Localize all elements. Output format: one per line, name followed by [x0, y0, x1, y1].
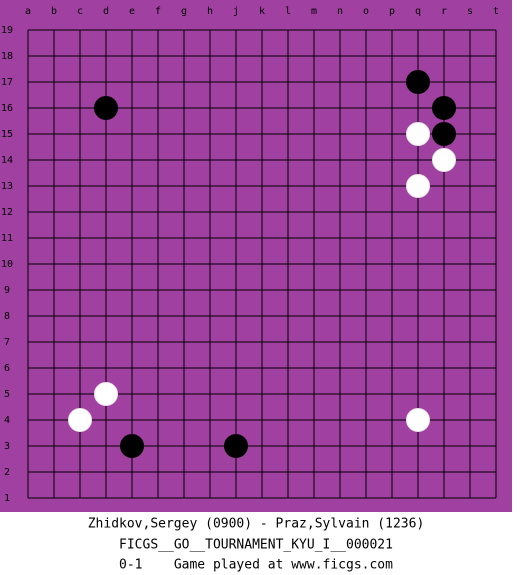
row-label: 18	[1, 51, 13, 62]
row-label: 7	[4, 337, 10, 348]
row-label: 13	[1, 181, 13, 192]
white-stone	[406, 174, 430, 198]
column-label: e	[129, 6, 135, 17]
white-stone	[68, 408, 92, 432]
column-label: f	[155, 6, 161, 17]
row-label: 10	[1, 259, 13, 270]
row-label: 11	[1, 233, 13, 244]
white-stone	[406, 408, 430, 432]
black-stone	[224, 434, 248, 458]
column-label: n	[337, 6, 343, 17]
column-label: p	[389, 6, 395, 17]
row-label: 15	[1, 129, 13, 140]
black-stone	[94, 96, 118, 120]
column-label: d	[103, 6, 109, 17]
row-label: 17	[1, 77, 13, 88]
column-label: m	[311, 6, 317, 17]
row-label: 12	[1, 207, 13, 218]
white-stone	[432, 148, 456, 172]
column-label: o	[363, 6, 369, 17]
row-label: 14	[1, 155, 13, 166]
column-label: g	[181, 6, 187, 17]
players: Zhidkov,Sergey (0900) - Praz,Sylvain (12…	[88, 517, 425, 532]
column-label: k	[259, 6, 265, 17]
column-label: j	[233, 6, 239, 17]
column-label: l	[285, 6, 291, 17]
column-label: b	[51, 6, 57, 17]
white-stone	[94, 382, 118, 406]
black-stone	[432, 96, 456, 120]
board-background	[0, 0, 512, 512]
stones	[68, 70, 456, 458]
column-label: t	[493, 6, 499, 17]
row-label: 1	[4, 493, 10, 504]
black-stone	[120, 434, 144, 458]
row-label: 2	[4, 467, 10, 478]
white-stone	[406, 122, 430, 146]
column-label: r	[441, 6, 447, 17]
row-label: 16	[1, 103, 13, 114]
column-label: h	[207, 6, 213, 17]
result: 0-1 Game played at www.ficgs.com	[119, 558, 393, 573]
row-label: 6	[4, 363, 10, 374]
column-label: c	[77, 6, 83, 17]
black-stone	[432, 122, 456, 146]
board-grid	[27, 29, 497, 499]
black-stone	[406, 70, 430, 94]
row-label: 4	[4, 415, 10, 426]
row-label: 3	[4, 441, 10, 452]
row-label: 8	[4, 311, 10, 322]
row-label: 5	[4, 389, 10, 400]
column-label: q	[415, 6, 421, 17]
row-label: 19	[1, 25, 13, 36]
column-label: a	[25, 6, 31, 17]
row-label: 9	[4, 285, 10, 296]
coordinates: a b c d e f g h j k l m n o p q r s t191817161514131211109…	[1, 6, 499, 504]
event: FICGS__GO__TOURNAMENT_KYU_I__000021	[119, 538, 393, 553]
column-label: s	[467, 6, 473, 17]
